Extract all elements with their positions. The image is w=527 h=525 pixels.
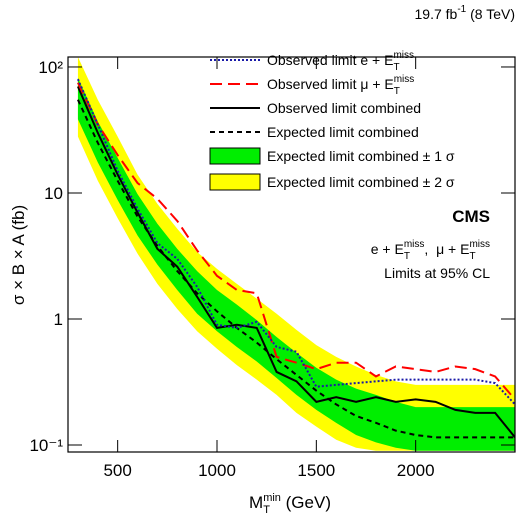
frame <box>67 56 516 453</box>
legend-swatch <box>209 173 261 191</box>
legend-label-text: Expected limit combined <box>267 124 419 140</box>
legend-label-text: Observed limit e + E <box>267 52 393 68</box>
plot-area <box>77 57 515 451</box>
y-tick-label: 10² <box>38 58 63 77</box>
x-tick-label: 1000 <box>198 461 236 480</box>
channels-label-sub: T <box>469 251 475 262</box>
series-line <box>77 82 515 401</box>
legend-label: Expected limit combined ± 1 σ <box>267 148 455 164</box>
y-tick-label: 1 <box>54 310 63 329</box>
legend-swatch <box>209 147 261 165</box>
channels-label-text: e + E <box>371 241 404 257</box>
experiment-label: CMS <box>452 207 490 226</box>
channels-label-text: , μ + E <box>424 241 469 257</box>
series-line <box>77 78 515 406</box>
channels-label-sub: T <box>404 251 410 262</box>
x-axis-label-sup: min <box>263 492 281 504</box>
x-axis-label-sub: T <box>263 504 270 516</box>
channels-label-sup: miss <box>469 239 490 250</box>
y-tick-label: 10 <box>44 184 63 203</box>
lumi-label: 19.7 fb -1 (8 TeV) <box>415 4 516 22</box>
x-axis-label-text: (GeV) <box>281 493 331 512</box>
legend-label-sup: miss <box>393 50 414 61</box>
cl-label: Limits at 95% CL <box>384 265 490 281</box>
x-axis-label-text: M <box>249 493 263 512</box>
lumi-label-sup: -1 <box>457 4 466 15</box>
y-axis-label: σ × B × A (fb) <box>9 205 28 305</box>
legend-label-text: Observed limit combined <box>267 100 421 116</box>
y-tick-label: 10⁻¹ <box>29 436 63 455</box>
x-tick-label: 2000 <box>397 461 435 480</box>
band <box>77 77 515 451</box>
legend-label: Expected limit combined <box>267 124 419 140</box>
lumi-label-text: 19.7 fb <box>415 6 458 22</box>
legend-label-sub: T <box>393 62 399 73</box>
legend-label-text: Expected limit combined ± 1 σ <box>267 148 455 164</box>
lumi-label-text: (8 TeV) <box>466 6 515 22</box>
legend-label: Expected limit combined ± 2 σ <box>267 174 455 190</box>
x-tick-label: 1500 <box>297 461 335 480</box>
legend-label-text: Observed limit μ + E <box>267 76 394 92</box>
legend-label: Observed limit combined <box>267 100 421 116</box>
legend-label-text: Expected limit combined ± 2 σ <box>267 174 455 190</box>
x-tick-label: 500 <box>103 461 131 480</box>
series-line <box>77 86 515 438</box>
legend-label-sub: T <box>394 86 400 97</box>
legend-label-sup: miss <box>394 74 415 85</box>
channels-label-sup: miss <box>404 239 425 250</box>
